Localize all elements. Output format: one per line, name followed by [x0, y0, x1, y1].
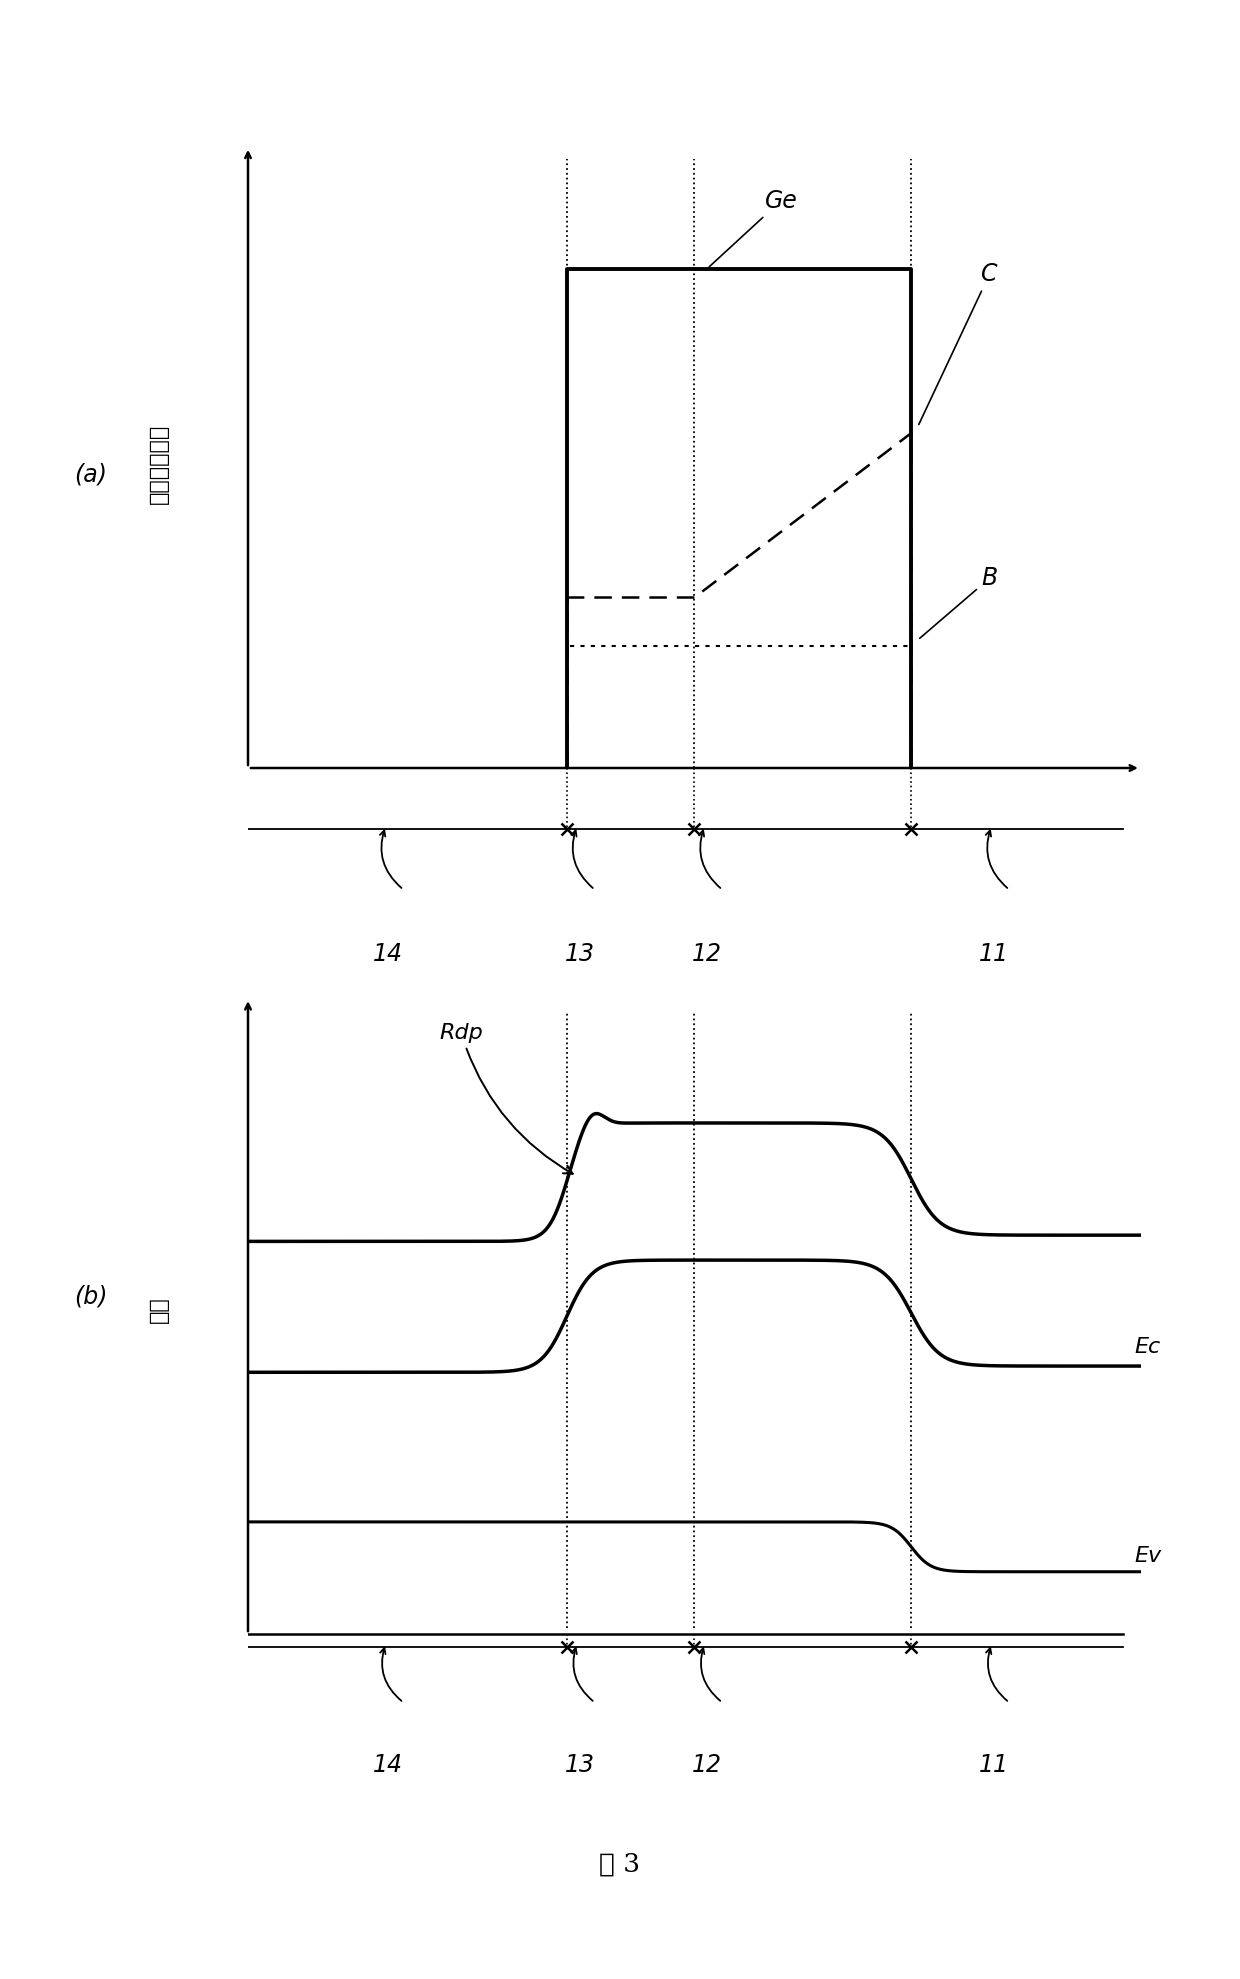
- Text: B: B: [920, 566, 998, 639]
- Text: 14: 14: [373, 1753, 403, 1777]
- Text: (a): (a): [74, 463, 108, 487]
- Text: 图 3: 图 3: [599, 1852, 641, 1876]
- Text: Ge: Ge: [709, 188, 797, 267]
- Text: C: C: [919, 261, 998, 424]
- Text: Ev: Ev: [1135, 1546, 1162, 1565]
- Text: 12: 12: [692, 1753, 722, 1777]
- Text: 12: 12: [692, 942, 722, 966]
- Text: 能量: 能量: [149, 1296, 169, 1324]
- Text: Ec: Ec: [1135, 1336, 1161, 1358]
- Text: (b): (b): [74, 1284, 108, 1308]
- Text: 11: 11: [980, 1753, 1009, 1777]
- Text: Rdp: Rdp: [439, 1023, 573, 1174]
- Text: 13: 13: [564, 1753, 595, 1777]
- Text: 14: 14: [373, 942, 403, 966]
- Text: 13: 13: [564, 942, 595, 966]
- Text: 含有率、濃度: 含有率、濃度: [149, 424, 169, 505]
- Text: 11: 11: [980, 942, 1009, 966]
